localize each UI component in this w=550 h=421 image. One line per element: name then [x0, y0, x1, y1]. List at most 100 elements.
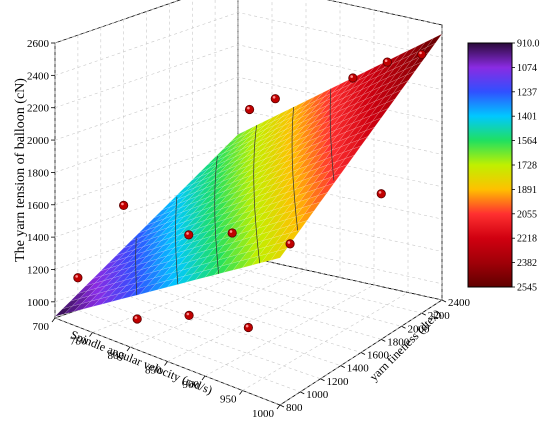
y-tick — [300, 391, 305, 395]
data-point-highlight — [287, 241, 291, 244]
data-point — [227, 228, 237, 238]
y-tick — [320, 378, 325, 382]
y-tick — [360, 352, 366, 355]
y-tick — [421, 312, 426, 316]
contour-line — [329, 88, 335, 181]
z-tick-label: 2200 — [27, 103, 50, 115]
data-points — [73, 49, 427, 333]
data-point-highlight — [134, 316, 138, 319]
surface-patch — [297, 210, 315, 224]
contour-line — [135, 237, 138, 296]
x-tick — [89, 332, 93, 337]
colorbar-label: 1401 — [517, 112, 537, 123]
y-gridline — [100, 27, 321, 380]
y-gridline — [77, 35, 301, 393]
axes: 1000120014001600180020002200240026007007… — [27, 38, 471, 420]
y-gridline — [192, 0, 402, 327]
y-tick-label: 2200 — [428, 310, 451, 322]
y-tick — [441, 299, 447, 303]
z-tick-label: 2600 — [27, 38, 50, 50]
x-tick-label: 800 — [108, 350, 125, 362]
y-tick — [279, 404, 285, 408]
y-tick-label: 1800 — [387, 336, 410, 348]
y-gridline — [123, 19, 341, 366]
data-point-highlight — [378, 191, 382, 194]
data-point — [285, 239, 295, 249]
data-point-highlight — [350, 75, 353, 78]
y-gridline — [214, 0, 422, 314]
data-point — [119, 200, 129, 211]
z-tick-label: 1800 — [27, 167, 50, 179]
x-tick — [51, 317, 56, 323]
contour-line — [291, 106, 299, 231]
z-tick-label: 1000 — [27, 297, 50, 309]
data-point — [184, 230, 194, 240]
z-tick-label: 2400 — [27, 70, 50, 82]
data-point — [184, 310, 194, 321]
colorbar-label: 2382 — [517, 258, 537, 269]
z-gridline — [54, 0, 443, 44]
y-tick — [381, 339, 386, 342]
z-tick-label: 1600 — [27, 200, 50, 212]
x-tick — [164, 361, 168, 366]
data-point-highlight — [247, 106, 250, 110]
z-axis-title: The yarn tension of balloon (cN) — [13, 78, 28, 262]
data-point — [270, 94, 280, 104]
x-tick-label: 700 — [33, 321, 50, 333]
colorbar-label: 2055 — [517, 209, 537, 220]
surface-patch — [317, 182, 335, 196]
z-tick-label: 1400 — [27, 232, 50, 244]
data-point — [417, 49, 427, 59]
colorbar-label: 1564 — [517, 136, 537, 147]
x-tick-label: 1000 — [252, 408, 275, 420]
data-point-highlight — [75, 275, 78, 278]
colorbar-label: 1237 — [517, 87, 537, 98]
data-point-highlight — [186, 232, 189, 235]
colorbar: 910.0 1074 1237 1401 1564 1728 1891 2055 2218 238… — [467, 39, 540, 294]
y-tick-label: 1000 — [306, 389, 329, 401]
colorbar-label: 2218 — [517, 234, 537, 245]
surface-patch — [337, 154, 355, 169]
data-point-highlight — [419, 51, 422, 55]
x-gridline — [92, 0, 273, 333]
y-gridline — [169, 3, 382, 340]
data-point — [244, 104, 255, 115]
surface-patch — [270, 248, 288, 261]
x-gridline — [242, 17, 409, 391]
colorbar-label: 1891 — [517, 185, 537, 196]
data-point-highlight — [229, 230, 233, 233]
data-point-highlight — [121, 202, 124, 206]
x-tick-label: 950 — [220, 394, 237, 406]
y-tick-label: 1400 — [347, 363, 370, 375]
data-point-highlight — [245, 324, 249, 328]
y-tick-label: 2400 — [448, 297, 471, 309]
y-tick-label: 1600 — [367, 350, 390, 362]
x-tick — [239, 390, 243, 395]
colorbar-label: 2545 — [517, 283, 537, 294]
z-tick-label: 1200 — [27, 264, 50, 276]
data-point — [132, 314, 142, 324]
data-point — [73, 273, 83, 283]
x-tick-label: 750 — [70, 336, 87, 348]
contour-lines — [135, 88, 335, 296]
data-point-highlight — [272, 96, 276, 99]
y-tick-label: 2000 — [408, 323, 431, 335]
y-gridline — [237, 0, 443, 301]
contour-line — [253, 125, 261, 264]
surface-patch — [426, 33, 443, 48]
y-tick-label: 800 — [286, 402, 303, 414]
data-point-highlight — [186, 312, 190, 316]
y-gridline — [146, 11, 362, 353]
contour-line — [214, 155, 219, 274]
surface — [54, 33, 443, 317]
data-point-highlight — [384, 59, 388, 63]
contour-line — [175, 196, 179, 285]
x-tick — [201, 375, 206, 381]
data-point — [243, 322, 253, 333]
colorbar-label: 1074 — [517, 63, 537, 74]
z-tick-label: 2000 — [27, 135, 50, 147]
x-tick-label: 900 — [183, 379, 200, 391]
colorbar-strip — [467, 42, 513, 288]
y-tick — [340, 365, 345, 368]
